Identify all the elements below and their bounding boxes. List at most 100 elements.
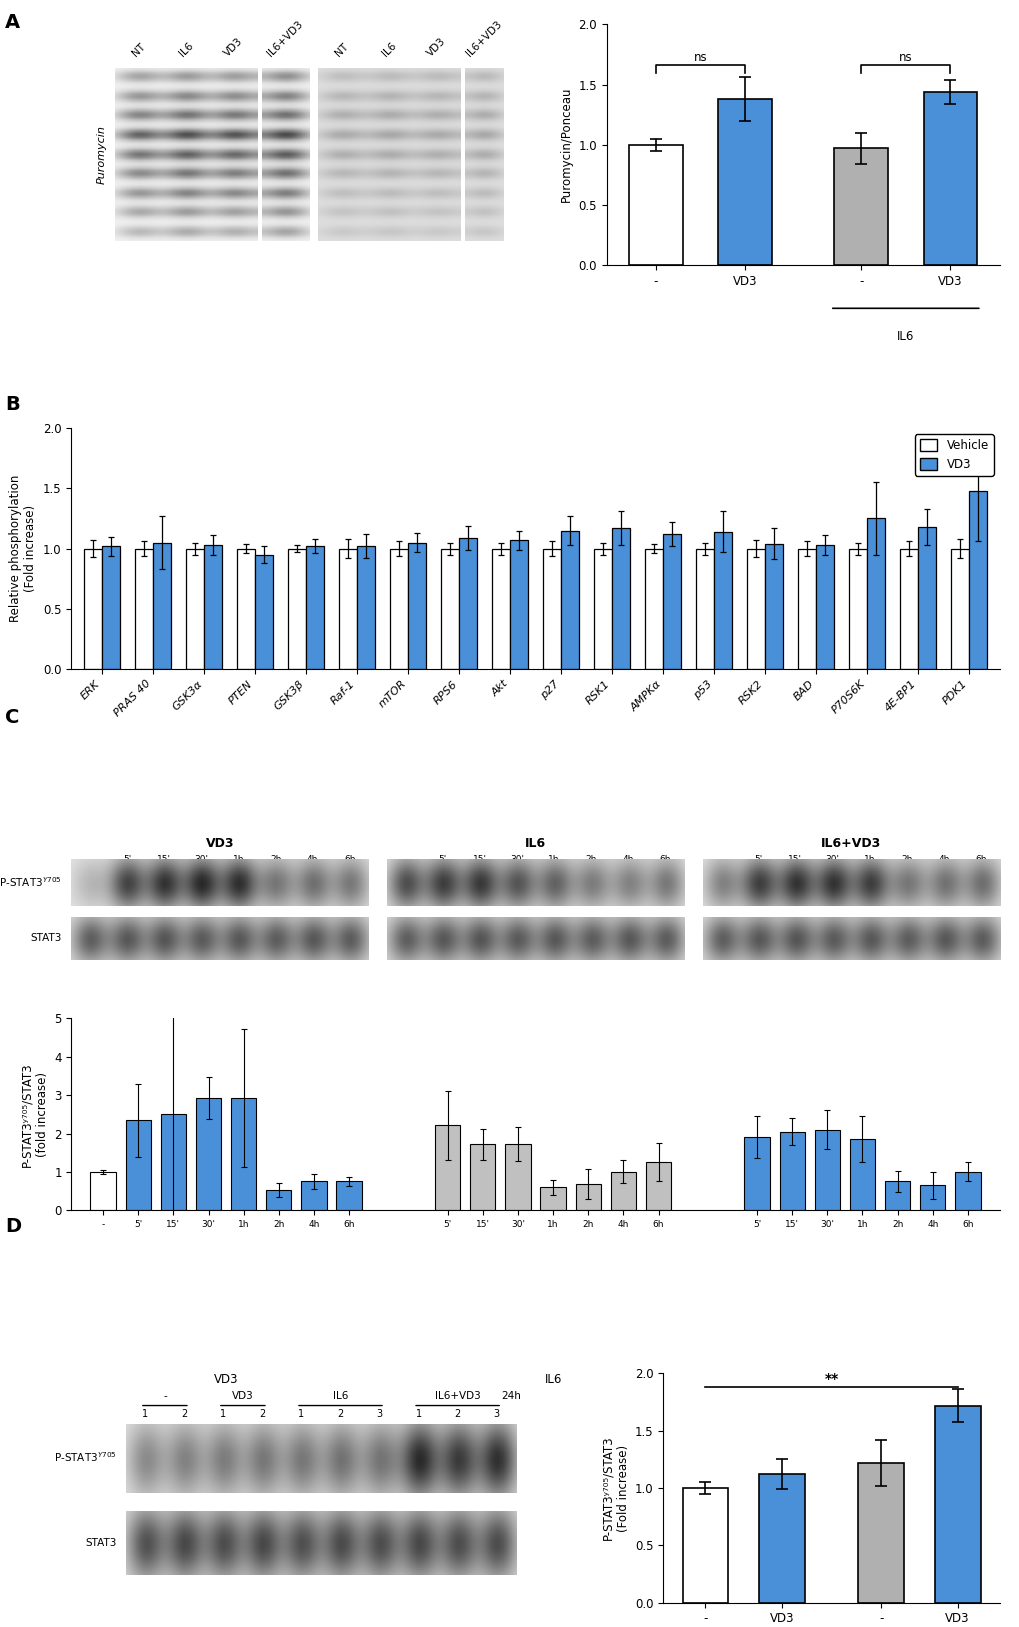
Bar (161, 1114, 185, 1210)
Bar (849, 1139, 874, 1210)
Text: C: C (5, 708, 19, 727)
Text: VD3: VD3 (206, 838, 234, 851)
Bar (230, 1098, 256, 1210)
Bar (866, 519, 883, 669)
Text: -: - (89, 854, 92, 864)
Bar (593, 548, 611, 669)
Text: IL6: IL6 (544, 1373, 561, 1386)
Text: IL6: IL6 (525, 838, 545, 851)
Bar (917, 527, 935, 669)
Bar (662, 534, 681, 669)
Text: D: D (5, 1217, 21, 1237)
Bar (645, 1162, 671, 1210)
Bar (301, 1181, 326, 1210)
Bar (459, 539, 476, 669)
Text: NT: NT (332, 41, 350, 59)
Text: 4h: 4h (307, 854, 318, 864)
Bar (717, 99, 771, 265)
Text: STAT3: STAT3 (31, 934, 62, 944)
Bar (713, 532, 731, 669)
Text: 1h: 1h (863, 854, 874, 864)
Bar (779, 1132, 804, 1210)
Text: IL6: IL6 (176, 41, 195, 59)
Bar (848, 548, 866, 669)
Bar (695, 548, 713, 669)
Bar (923, 91, 976, 265)
Y-axis label: Relative phosphorylation
(Fold increase): Relative phosphorylation (Fold increase) (9, 475, 38, 622)
Bar (434, 1126, 460, 1210)
Bar (266, 1191, 291, 1210)
Text: ns: ns (693, 50, 706, 63)
Text: ns: ns (898, 50, 912, 63)
Text: 5': 5' (123, 854, 131, 864)
Bar (357, 547, 375, 669)
Bar (102, 547, 120, 669)
Bar (389, 548, 408, 669)
Text: 15': 15' (473, 854, 486, 864)
Text: 30': 30' (824, 854, 839, 864)
Bar (746, 548, 764, 669)
Text: 6h: 6h (974, 854, 985, 864)
Text: IL6: IL6 (897, 330, 914, 343)
Text: 24h: 24h (500, 1391, 520, 1401)
Text: -: - (718, 854, 722, 864)
Bar (797, 548, 815, 669)
Text: 30': 30' (195, 854, 208, 864)
Bar (560, 530, 579, 669)
Text: 2: 2 (337, 1409, 343, 1419)
Bar (814, 1129, 840, 1210)
Text: IL6+VD3: IL6+VD3 (434, 1391, 480, 1401)
Bar (85, 548, 102, 669)
Bar (336, 1181, 362, 1210)
Bar (204, 545, 221, 669)
Bar (629, 145, 682, 265)
Text: 2h: 2h (270, 854, 281, 864)
Text: IL6: IL6 (332, 1391, 347, 1401)
Text: B: B (5, 395, 19, 415)
Text: 1: 1 (299, 1409, 305, 1419)
Text: 15': 15' (788, 854, 802, 864)
Text: IL6+VD3: IL6+VD3 (836, 1373, 888, 1386)
Y-axis label: P-STAT3ʸ⁷⁰⁵/STAT3
(Fold increase): P-STAT3ʸ⁷⁰⁵/STAT3 (Fold increase) (601, 1435, 629, 1541)
Text: 5': 5' (438, 854, 446, 864)
Text: 6h: 6h (659, 854, 671, 864)
Text: 15': 15' (157, 854, 171, 864)
Text: 2: 2 (259, 1409, 265, 1419)
Text: VD3: VD3 (222, 36, 245, 59)
Bar (504, 1144, 530, 1210)
Text: IL6+VD3: IL6+VD3 (265, 18, 305, 59)
Bar (933, 1406, 979, 1603)
Text: 1: 1 (220, 1409, 226, 1419)
Text: 3: 3 (376, 1409, 382, 1419)
Bar (510, 540, 528, 669)
Bar (884, 1181, 909, 1210)
Text: -: - (163, 1391, 166, 1401)
Text: IL6+VD3: IL6+VD3 (464, 18, 503, 59)
Text: VD3: VD3 (232, 1391, 254, 1401)
Bar (744, 1137, 769, 1210)
Bar (758, 1474, 804, 1603)
Bar (540, 1188, 566, 1210)
Bar (339, 548, 357, 669)
Text: A: A (5, 13, 20, 33)
Y-axis label: P-STAT3ʸ⁷⁰⁵/STAT3
(fold increase): P-STAT3ʸ⁷⁰⁵/STAT3 (fold increase) (20, 1062, 49, 1167)
Text: 2: 2 (181, 1409, 187, 1419)
Text: 5': 5' (753, 854, 761, 864)
Text: 2: 2 (454, 1409, 461, 1419)
Bar (492, 548, 510, 669)
Legend: Vehicle, VD3: Vehicle, VD3 (914, 434, 993, 475)
Text: 4h: 4h (622, 854, 634, 864)
Bar (255, 555, 273, 669)
Text: 30': 30' (510, 854, 524, 864)
Bar (815, 545, 834, 669)
Text: 1: 1 (143, 1409, 149, 1419)
Text: -: - (404, 854, 407, 864)
Bar (470, 1144, 495, 1210)
Bar (153, 542, 171, 669)
Text: 6h: 6h (343, 854, 356, 864)
Text: Puromycin: Puromycin (97, 125, 107, 184)
Bar (91, 1171, 115, 1210)
Text: 1: 1 (415, 1409, 421, 1419)
Text: 2h: 2h (585, 854, 596, 864)
Bar (440, 548, 459, 669)
